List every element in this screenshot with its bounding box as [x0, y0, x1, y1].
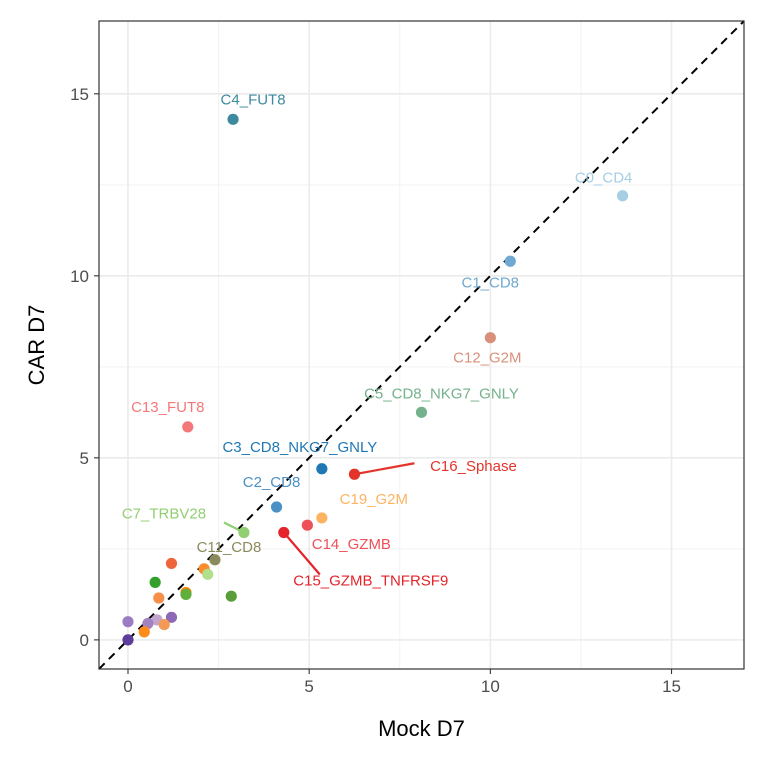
y-axis-title: CAR D7	[24, 305, 49, 386]
data-point-c11-cd8	[209, 554, 221, 566]
data-point	[122, 616, 134, 628]
data-point	[202, 568, 214, 580]
point-label: C1_CD8	[462, 274, 520, 291]
point-label: C11_CD8	[197, 539, 262, 556]
data-points	[122, 113, 629, 646]
data-point-c1-cd8	[504, 255, 516, 267]
data-point-c3-cd8-nkg7-gnly	[316, 463, 328, 475]
data-point-c7-trbv28	[238, 526, 250, 539]
y-tick-label: 10	[70, 267, 89, 286]
data-point	[149, 576, 161, 588]
label-leader-line	[282, 531, 321, 576]
point-label: C4_FUT8	[221, 91, 286, 108]
data-point-c19-g2m	[316, 512, 328, 524]
point-label: C13_FUT8	[131, 399, 204, 416]
data-point-c16-sphase	[348, 468, 361, 480]
data-point	[122, 634, 134, 646]
point-label: C0_CD4	[575, 170, 633, 187]
y-axis-ticks: 0 5 10 15	[70, 85, 99, 650]
data-point-c15-gzmb-tnfrsf9	[278, 526, 290, 539]
point-label: C19_G2M	[340, 491, 408, 508]
point-label: C7_TRBV28	[122, 505, 206, 522]
y-tick-label: 15	[70, 85, 89, 104]
data-point	[142, 617, 154, 630]
x-tick-label: 0	[123, 677, 132, 696]
data-point-c14-gzmb	[301, 519, 313, 531]
data-point	[158, 618, 170, 631]
data-point-c5-cd8-nkg7-gnly	[415, 406, 428, 418]
x-axis-ticks: 0 5 10 15	[123, 669, 681, 696]
point-label: C5_CD8_NKG7_GNLY	[364, 385, 519, 402]
point-label: C2_CD8	[243, 474, 301, 491]
data-point	[180, 588, 192, 600]
data-point	[153, 592, 165, 604]
x-tick-label: 10	[481, 677, 500, 696]
data-point-c0-cd4	[617, 190, 629, 202]
data-point-c4-fut8	[227, 113, 239, 125]
point-label: C15_GZMB_TNFRSF9	[293, 572, 448, 589]
y-tick-label: 0	[80, 631, 89, 650]
panel-border	[98, 20, 745, 670]
data-point-c2-cd8	[270, 501, 283, 513]
point-label: C12_G2M	[453, 350, 521, 367]
data-point	[138, 626, 150, 638]
data-point	[165, 611, 178, 623]
label-leader-line	[354, 462, 415, 476]
point-label: C3_CD8_NKG7_GNLY	[222, 439, 377, 456]
data-point	[225, 590, 237, 602]
y-tick-label: 5	[80, 449, 89, 468]
point-label: C16_Sphase	[430, 458, 517, 475]
x-tick-label: 5	[304, 677, 313, 696]
point-label: C14_GZMB	[312, 536, 391, 553]
reference-diagonal	[98, 20, 745, 670]
grid-lines	[99, 21, 744, 669]
data-point-c13-fut8	[182, 421, 194, 433]
data-point	[165, 557, 178, 570]
x-tick-label: 15	[662, 677, 681, 696]
point-labels: C0_CD4 C1_CD8 C2_CD8 C3_CD8_NKG7_GNLY C4_FUT…	[122, 91, 633, 589]
data-point-c12-g2m	[484, 332, 496, 344]
identity-line	[98, 20, 745, 670]
x-axis-title: Mock D7	[378, 716, 465, 741]
